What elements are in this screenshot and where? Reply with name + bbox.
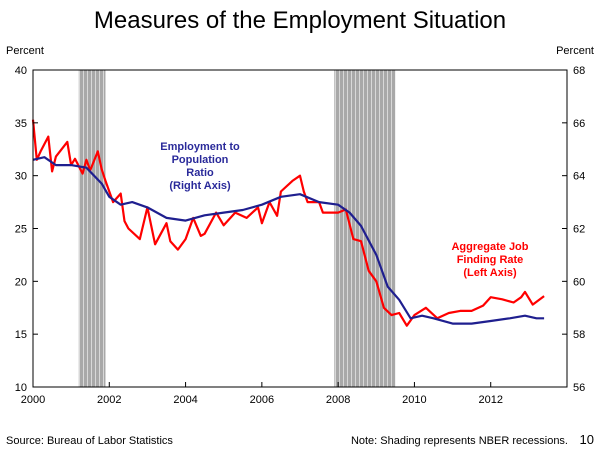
page-number: 10 — [580, 432, 594, 447]
x-tick-label: 2000 — [21, 394, 45, 406]
left-axis-label: Percent — [6, 45, 44, 57]
y-left-tick-label: 25 — [15, 224, 27, 236]
job-finding-rate-line — [31, 119, 545, 327]
recession-shading — [78, 70, 396, 387]
y-left-tick-label: 20 — [15, 276, 27, 288]
employment-ratio-line — [32, 156, 545, 325]
series-label-line: Population — [172, 154, 229, 166]
series-label-line: Aggregate Job — [451, 241, 528, 253]
axis-ticks: 2000 2002 2004 2006 2008 2010 2012 10 15 20 25 30 35… — [15, 65, 586, 406]
y-right-tick-label: 66 — [573, 118, 585, 130]
x-tick-label: 2008 — [326, 394, 350, 406]
y-right-tick-label: 62 — [573, 224, 585, 236]
y-right-tick-label: 60 — [573, 276, 585, 288]
y-left-tick-label: 40 — [15, 65, 27, 77]
source-note: Source: Bureau of Labor Statistics — [6, 435, 173, 447]
y-right-tick-label: 56 — [573, 382, 585, 394]
series-label-line: Employment to — [160, 141, 240, 153]
recession-band — [78, 70, 106, 387]
x-tick-label: 2010 — [402, 394, 426, 406]
recession-note: Note: Shading represents NBER recessions… — [351, 435, 568, 447]
series-lines — [31, 119, 545, 327]
chart-title: Measures of the Employment Situation — [94, 7, 506, 34]
y-left-tick-label: 35 — [15, 118, 27, 130]
recession-band — [334, 70, 396, 387]
right-axis-label: Percent — [556, 45, 594, 57]
y-right-tick-label: 58 — [573, 329, 585, 341]
y-right-tick-label: 68 — [573, 65, 585, 77]
series-label-line: Ratio — [186, 167, 214, 179]
x-tick-label: 2012 — [478, 394, 502, 406]
series-label-line: (Left Axis) — [463, 267, 517, 279]
y-left-tick-label: 15 — [15, 329, 27, 341]
x-tick-label: 2006 — [250, 394, 274, 406]
series-label-line: Finding Rate — [457, 254, 524, 266]
series-label-line: (Right Axis) — [169, 180, 231, 192]
y-left-tick-label: 30 — [15, 171, 27, 183]
y-right-tick-label: 64 — [573, 171, 585, 183]
x-tick-label: 2004 — [173, 394, 197, 406]
plot-frame — [32, 69, 568, 388]
x-tick-label: 2002 — [97, 394, 121, 406]
y-left-tick-label: 10 — [15, 382, 27, 394]
